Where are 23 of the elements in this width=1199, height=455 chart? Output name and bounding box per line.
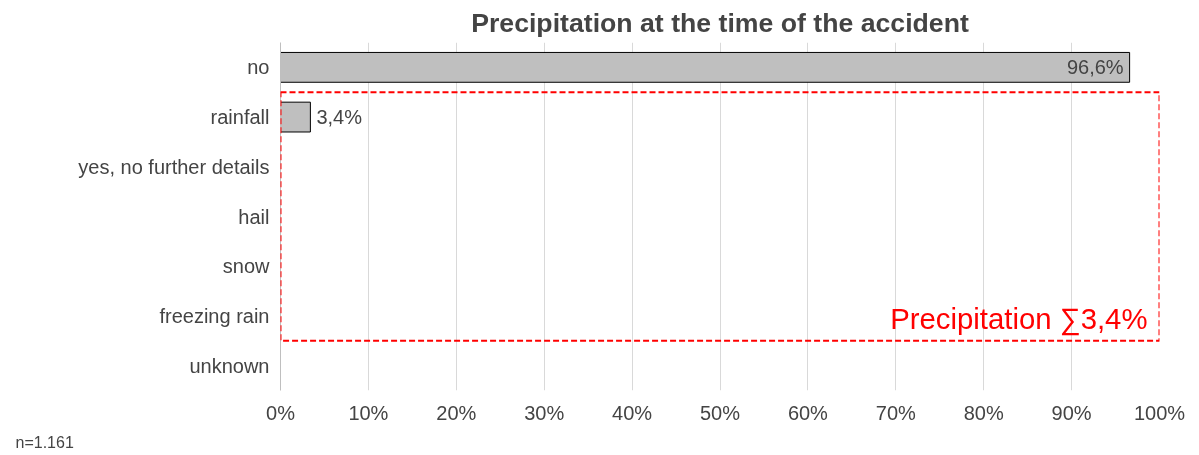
y-tick-label: hail: [238, 205, 270, 228]
x-tick-label: 70%: [875, 401, 917, 424]
annotation: Precipitation ∑3,4%: [890, 301, 1148, 336]
data-label: 3,4%: [316, 106, 363, 129]
y-tick-label: unknown: [189, 354, 270, 377]
text: n=1.161: [15, 433, 74, 451]
x-tick-label: 90%: [1051, 401, 1092, 424]
x-tick-label: 80%: [963, 401, 1004, 424]
x-tick-label: 100%: [1133, 401, 1186, 424]
x-tick-label: 60%: [787, 401, 829, 424]
y-tick-label: rainfall: [210, 106, 270, 129]
x-tick-label: 0%: [266, 401, 296, 424]
x-tick-label: 20%: [436, 401, 477, 424]
chart-title: Precipitation at the time of the accident: [471, 7, 969, 38]
y-tick-label: no: [247, 56, 270, 79]
x-tick-label: 10%: [348, 401, 389, 424]
y-tick-label: snow: [222, 255, 271, 278]
y-tick-label: freezing rain: [159, 304, 270, 327]
y-tick-label: yes, no further details: [78, 155, 270, 178]
x-tick-label: 50%: [699, 401, 741, 424]
x-tick-label: 30%: [524, 401, 565, 424]
data-label: 96,6%: [1066, 56, 1124, 79]
x-tick-label: 40%: [612, 401, 653, 424]
